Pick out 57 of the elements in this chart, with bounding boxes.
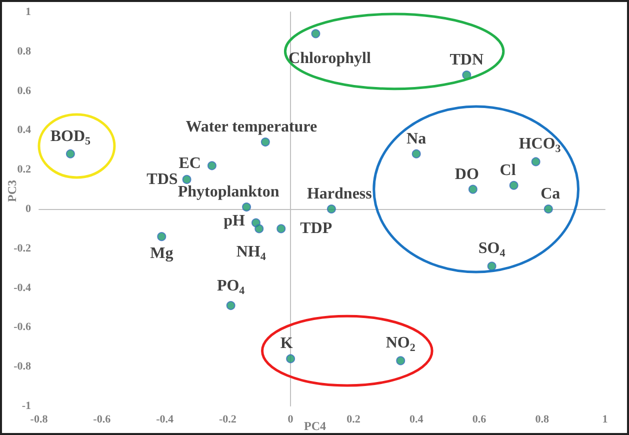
y-tick-label: 0.4 [17, 124, 32, 136]
point [412, 149, 421, 158]
x-tick-label: -0.2 [218, 414, 237, 426]
x-tick-label: 0.4 [409, 414, 424, 426]
x-tick-label: 1 [602, 414, 608, 426]
x-tick-label: -0.4 [156, 414, 174, 426]
annotation: Chlorophyll [288, 50, 372, 68]
x-tick-label: 0.2 [346, 414, 361, 426]
point [544, 204, 553, 214]
point [286, 354, 296, 364]
annotation: Na [406, 130, 426, 148]
annotation: TDP [300, 220, 332, 238]
annotation: Mg [150, 245, 174, 262]
point [311, 29, 320, 38]
y-tick-label: 0.6 [17, 84, 32, 97]
x-tick-label: 0.6 [472, 414, 487, 426]
point [66, 149, 75, 158]
point [254, 224, 264, 234]
point [326, 204, 336, 214]
point [531, 157, 540, 166]
y-tick-label: 0 [26, 203, 32, 215]
annotation: K [280, 335, 294, 352]
y-tick-label: -0.2 [14, 242, 32, 254]
annotation: TDN [450, 52, 484, 69]
y-tick-label: 0.8 [17, 45, 32, 58]
point [207, 161, 216, 170]
annotation: pH [224, 212, 246, 230]
annotation: DO [454, 166, 479, 183]
x-tick-label: 0 [288, 414, 294, 426]
x-tick-label: -0.6 [93, 414, 112, 426]
x-axis-title: PC4 [304, 419, 326, 433]
annotation: Phytoplankton [178, 184, 280, 201]
point [487, 262, 496, 271]
x-tick-label: 0.8 [535, 414, 550, 426]
annotation: EC [178, 155, 201, 172]
point [182, 174, 192, 184]
point [509, 180, 518, 190]
point [157, 232, 166, 242]
y-tick-label: -1 [22, 400, 31, 412]
annotation: Cl [500, 162, 516, 179]
point [276, 224, 286, 234]
annotation: Water temperature [186, 118, 318, 136]
y-tick-label: -0.6 [14, 321, 32, 334]
point [260, 138, 270, 147]
y-tick-label: -0.8 [14, 360, 32, 373]
point [462, 70, 472, 80]
annotation: Hardness [306, 186, 372, 202]
y-tick-label: 1 [26, 6, 31, 18]
point [242, 202, 252, 212]
annotation: TDS [146, 170, 178, 188]
point [396, 356, 406, 366]
y-tick-label: 0.2 [17, 164, 32, 176]
point [468, 184, 478, 194]
annotation: Ca [540, 186, 560, 202]
point [226, 301, 236, 310]
y-tick-label: -0.4 [14, 282, 32, 294]
y-axis-title: PC3 [5, 180, 19, 202]
